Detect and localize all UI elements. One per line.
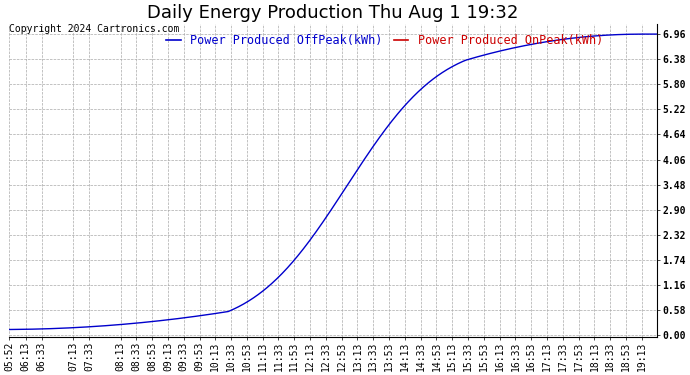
Text: Copyright 2024 Cartronics.com: Copyright 2024 Cartronics.com <box>9 24 179 34</box>
Title: Daily Energy Production Thu Aug 1 19:32: Daily Energy Production Thu Aug 1 19:32 <box>147 4 519 22</box>
Legend: Power Produced OffPeak(kWh), Power Produced OnPeak(kWh): Power Produced OffPeak(kWh), Power Produ… <box>161 30 608 52</box>
